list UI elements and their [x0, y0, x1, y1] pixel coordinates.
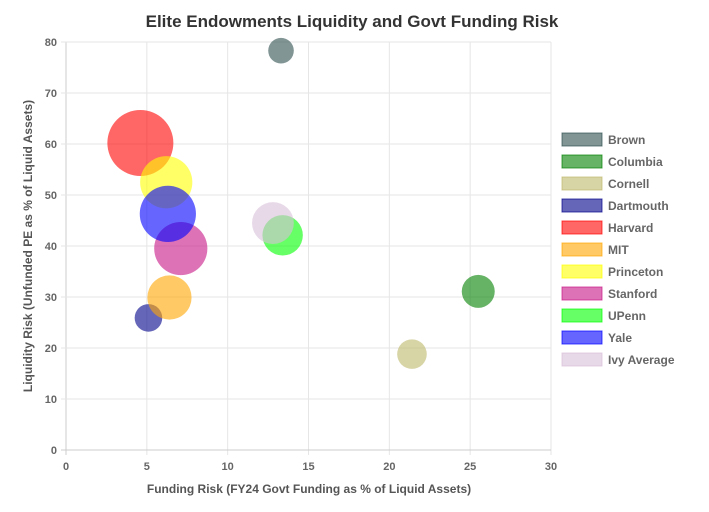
bubble-brown	[268, 37, 294, 64]
y-tick-label: 80	[45, 37, 57, 49]
legend-swatch-mit	[561, 242, 603, 257]
bubble-cornell	[397, 339, 427, 369]
legend-swatch-princeton	[561, 264, 603, 279]
legend-swatch-cornell	[561, 176, 603, 191]
legend: Brown Columbia Cornell Dartmouth Harvard MIT P…	[561, 132, 675, 367]
x-tick-label: 10	[222, 461, 234, 473]
grid-layer	[61, 41, 552, 455]
legend-label-stanford: Stanford	[608, 287, 657, 301]
legend-swatch-brown	[561, 132, 603, 147]
legend-label-dartmouth: Dartmouth	[608, 199, 669, 213]
bubble-layer	[107, 37, 495, 369]
x-axis-title: Funding Risk (FY24 Govt Funding as % of …	[147, 482, 471, 496]
legend-swatch-stanford	[561, 286, 603, 301]
legend-swatch-yale	[561, 330, 603, 345]
x-tick-label: 25	[464, 461, 476, 473]
y-tick-label: 10	[45, 394, 57, 406]
y-tick-label: 30	[45, 292, 57, 304]
legend-label-princeton: Princeton	[608, 265, 663, 279]
bubble-yale	[139, 185, 196, 242]
y-tick-label: 60	[45, 139, 57, 151]
chart-title: Elite Endowments Liquidity and Govt Fund…	[146, 12, 559, 31]
y-tick-label: 20	[45, 343, 57, 355]
y-tick-label: 40	[45, 241, 57, 253]
legend-label-yale: Yale	[608, 331, 632, 345]
y-tick-label: 0	[51, 445, 57, 457]
legend-label-mit: MIT	[608, 243, 629, 257]
legend-label-cornell: Cornell	[608, 177, 649, 191]
legend-label-ivy-average: Ivy Average	[608, 353, 675, 367]
bubble-columbia	[461, 274, 495, 308]
legend-swatch-ivy-average	[561, 352, 603, 367]
y-tick-label: 70	[45, 88, 57, 100]
tick-layer: 0 5 10 15 20 25 30 0 10 20 30 40 50 60 70 80	[45, 37, 557, 473]
x-tick-label: 30	[545, 461, 557, 473]
legend-label-harvard: Harvard	[608, 221, 653, 235]
bubble-mit	[147, 275, 192, 320]
x-tick-label: 5	[144, 461, 150, 473]
legend-label-brown: Brown	[608, 133, 645, 147]
legend-swatch-upenn	[561, 308, 603, 323]
legend-label-upenn: UPenn	[608, 309, 646, 323]
legend-swatch-columbia	[561, 154, 603, 169]
y-tick-label: 50	[45, 190, 57, 202]
x-tick-label: 15	[302, 461, 314, 473]
legend-swatch-dartmouth	[561, 198, 603, 213]
legend-swatch-harvard	[561, 220, 603, 235]
x-tick-label: 20	[383, 461, 395, 473]
legend-label-columbia: Columbia	[608, 155, 663, 169]
x-tick-label: 0	[63, 461, 69, 473]
y-axis-title: Liquidity Risk (Unfunded PE as % of Liqu…	[21, 100, 35, 392]
bubble-ivy-average	[252, 202, 294, 244]
